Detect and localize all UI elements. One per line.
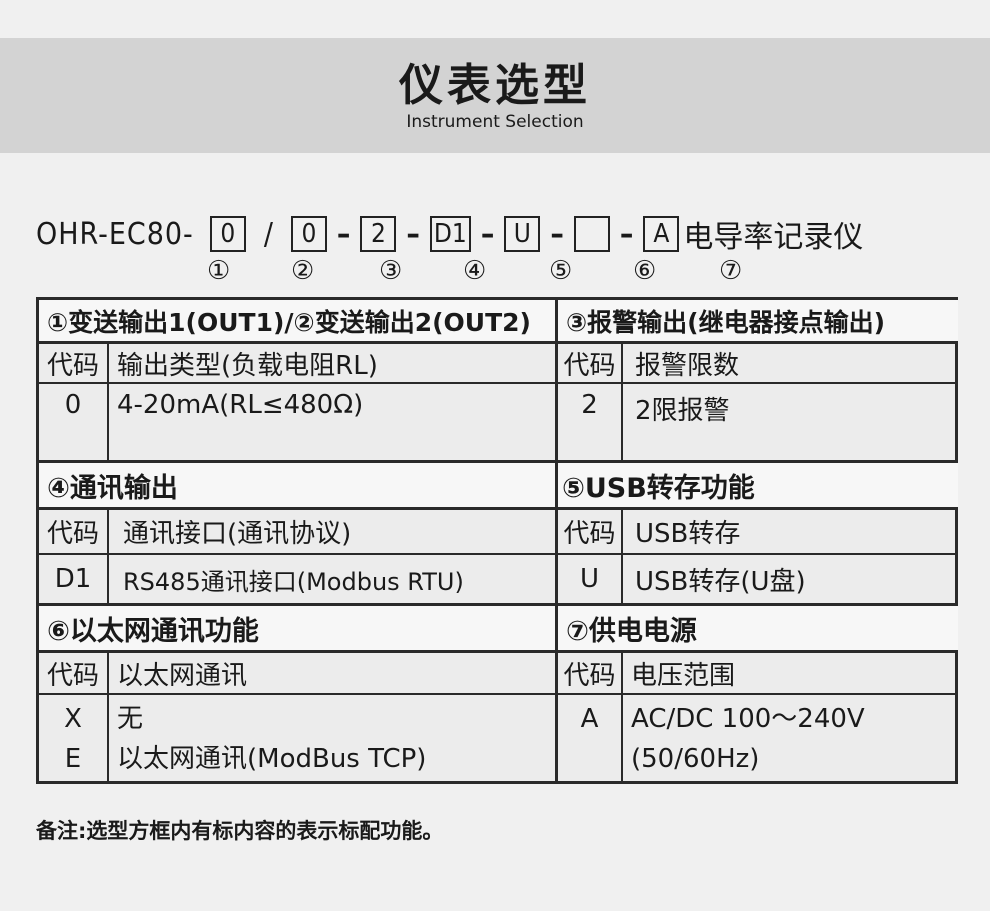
marker-2: ②: [291, 256, 315, 286]
model-box-5: U: [504, 216, 541, 252]
model-box-7: A: [643, 216, 680, 252]
code-value: E: [64, 744, 82, 774]
desc-header: USB转存: [623, 510, 958, 555]
desc-value: (50/60Hz): [631, 744, 760, 774]
marker-4: ④: [463, 256, 487, 286]
desc-cell: RS485通讯接口(Modbus RTU): [109, 555, 558, 603]
code-header: 代码: [39, 653, 109, 695]
section-title: ⑥以太网通讯功能: [39, 603, 558, 653]
desc-value: AC/DC 100～240V: [631, 704, 865, 734]
section-title: ⑦供电电源: [558, 603, 958, 653]
code-cell: A: [558, 695, 623, 784]
code-header: 代码: [558, 653, 623, 695]
code-header: 代码: [558, 510, 623, 555]
desc-cell: AC/DC 100～240V (50/60Hz): [623, 695, 958, 784]
code-cell: 0: [39, 384, 109, 460]
desc-value: 无: [117, 704, 144, 734]
model-box-4: D1: [429, 216, 471, 252]
page-title: 仪表选型: [399, 60, 591, 111]
footnote: 备注:选型方框内有标内容的表示标配功能。: [36, 819, 444, 843]
code-cell: 2: [558, 384, 623, 460]
model-sep: –: [619, 216, 634, 252]
title-band: 仪表选型 Instrument Selection: [0, 38, 990, 153]
marker-5: ⑤: [549, 256, 573, 286]
section-title: ①变送输出1(OUT1)/②变送输出2(OUT2): [39, 300, 558, 344]
marker-7: ⑦: [719, 256, 743, 286]
desc-header: 以太网通讯: [109, 653, 558, 695]
code-cell: D1: [39, 555, 109, 603]
desc-cell: USB转存(U盘): [635, 566, 806, 597]
code-header: 代码: [39, 510, 109, 555]
code-cell: X E: [39, 695, 109, 784]
section-title: ④通讯输出: [39, 460, 558, 510]
code-cell: U: [558, 555, 623, 603]
model-box-3: 2: [360, 216, 397, 252]
model-sep: –: [480, 216, 495, 252]
model-sep: –: [336, 216, 351, 252]
section-title: ⑤USB转存功能: [558, 460, 958, 510]
marker-1: ①: [207, 256, 231, 286]
code-header: 代码: [558, 344, 623, 384]
code-value: X: [64, 704, 82, 734]
desc-header: 输出类型(负载电阻RL): [109, 344, 558, 384]
desc-cell: 2限报警: [635, 396, 730, 426]
marker-3: ③: [379, 256, 403, 286]
desc-cell: 无 以太网通讯(ModBus TCP): [109, 695, 558, 784]
code-value: A: [580, 704, 599, 734]
desc-value: 以太网通讯(ModBus TCP): [117, 744, 427, 774]
desc-header: 通讯接口(通讯协议): [109, 510, 558, 555]
desc-header: 电压范围: [623, 653, 958, 695]
model-sep: /: [263, 216, 273, 252]
model-code: OHR-EC80- 0 / 0 – 2 – D1 – U – – A 电导率记录…: [36, 212, 863, 256]
code-header: 代码: [39, 344, 109, 384]
model-suffix: 电导率记录仪: [683, 220, 864, 255]
model-box-2: 0: [290, 216, 327, 252]
desc-header: 报警限数: [623, 344, 958, 384]
page-subtitle: Instrument Selection: [406, 112, 584, 132]
model-sep: –: [406, 216, 420, 252]
model-sep: –: [550, 216, 564, 252]
model-box-6: [573, 216, 610, 252]
section-title: ③报警输出(继电器接点输出): [558, 300, 958, 344]
selection-table: ①变送输出1(OUT1)/②变送输出2(OUT2) 代码 输出类型(负载电阻RL…: [36, 297, 958, 784]
desc-cell: 4-20mA(RL≤480Ω): [109, 384, 558, 460]
model-box-1: 0: [209, 216, 246, 252]
marker-6: ⑥: [633, 256, 657, 286]
model-prefix: OHR-EC80-: [36, 216, 194, 252]
